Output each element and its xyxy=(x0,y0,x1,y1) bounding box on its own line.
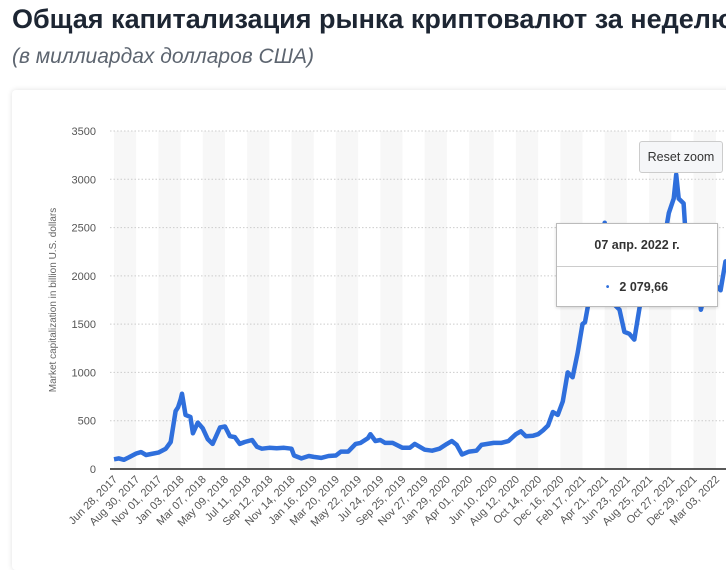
page-title: Общая капитализация рынка криптовалют за… xyxy=(12,4,726,34)
background-band xyxy=(158,131,181,469)
background-band xyxy=(247,131,270,469)
tooltip-value-row: • 2 079,66 xyxy=(557,267,717,307)
y-tick-label: 3500 xyxy=(72,126,96,138)
reset-zoom-button[interactable]: Reset zoom xyxy=(639,141,723,173)
y-tick-label: 2500 xyxy=(72,223,96,235)
y-tick-label: 0 xyxy=(90,464,96,476)
background-bands xyxy=(114,131,716,469)
background-band xyxy=(202,131,225,469)
background-band xyxy=(291,131,314,469)
y-tick-label: 500 xyxy=(78,416,96,428)
background-band xyxy=(380,131,403,469)
y-tick-label: 2000 xyxy=(72,271,96,283)
background-band xyxy=(424,131,447,469)
background-band xyxy=(515,131,539,469)
y-tick-label: 3000 xyxy=(72,174,96,186)
background-band xyxy=(469,131,494,469)
background-band xyxy=(335,131,359,469)
line-chart[interactable]: 0 500 1000 1500 2000 2500 3000 3500 Jun 28, 201… xyxy=(0,0,726,555)
background-band xyxy=(114,131,137,469)
y-axis-ticks: 0 500 1000 1500 2000 2500 3000 3500 xyxy=(72,126,96,476)
tooltip-date: 07 апр. 2022 г. xyxy=(557,224,717,267)
series-bullet-icon: • xyxy=(605,281,610,293)
tooltip-value: 2 079,66 xyxy=(619,280,669,294)
y-axis-label: Market capitalization in billion U.S. do… xyxy=(48,208,59,393)
y-tick-label: 1000 xyxy=(72,367,96,379)
y-tick-label: 1500 xyxy=(72,319,96,331)
page-subtitle: (в миллиардах долларов США) xyxy=(12,45,315,68)
gridlines xyxy=(110,130,726,422)
tooltip: 07 апр. 2022 г. • 2 079,66 xyxy=(556,223,718,307)
